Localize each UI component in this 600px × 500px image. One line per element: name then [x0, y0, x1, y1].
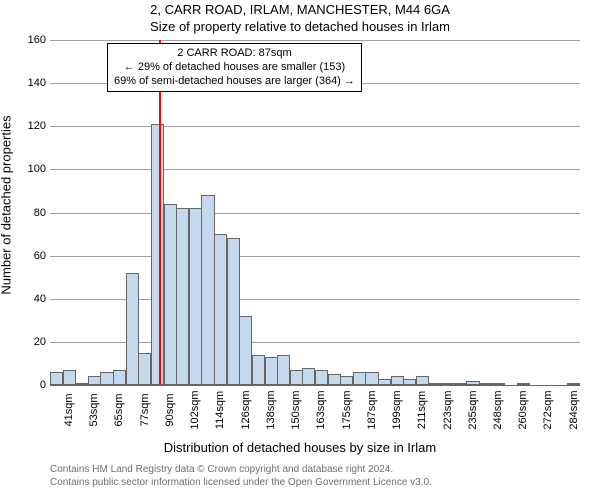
x-tick-label: 102sqm	[189, 390, 201, 429]
annotation-line-1: 2 CARR ROAD: 87sqm	[114, 47, 355, 61]
bar	[214, 234, 227, 385]
bar	[252, 355, 265, 385]
bar	[126, 273, 139, 385]
bar	[138, 353, 151, 385]
bar	[113, 370, 126, 385]
x-tick-label: 41sqm	[63, 393, 75, 426]
bar	[227, 238, 240, 385]
y-tick-label: 160	[28, 34, 46, 46]
bar	[265, 357, 278, 385]
chart-title: 2, CARR ROAD, IRLAM, MANCHESTER, M44 6GA	[0, 2, 600, 17]
y-tick-label: 40	[34, 293, 46, 305]
y-tick-label: 100	[28, 163, 46, 175]
x-tick-label: 163sqm	[315, 390, 327, 429]
x-tick-label: 272sqm	[542, 390, 554, 429]
bar	[164, 204, 177, 385]
x-axis-label: Distribution of detached houses by size …	[0, 440, 600, 455]
x-tick-label: 248sqm	[492, 390, 504, 429]
bar	[239, 316, 252, 385]
annotation-line-3: 69% of semi-detached houses are larger (…	[114, 75, 355, 89]
x-tick-label: 199sqm	[391, 390, 403, 429]
x-tick-label: 114sqm	[214, 391, 226, 429]
x-tick-label: 187sqm	[366, 390, 378, 429]
bar	[290, 370, 303, 385]
y-tick-label: 140	[28, 77, 46, 89]
bar	[365, 372, 378, 385]
x-tick-label: 77sqm	[139, 393, 151, 426]
x-tick-label: 138sqm	[265, 390, 277, 429]
x-tick-label: 284sqm	[568, 390, 580, 429]
annotation-box: 2 CARR ROAD: 87sqm ← 29% of detached hou…	[107, 43, 362, 92]
bar	[189, 208, 202, 385]
bar	[340, 376, 353, 385]
x-tick-label: 223sqm	[442, 390, 454, 429]
bar	[63, 370, 76, 385]
x-tick-label: 235sqm	[467, 390, 479, 429]
bar	[315, 370, 328, 385]
bar	[391, 376, 404, 385]
bar	[88, 376, 101, 385]
bar	[302, 368, 315, 385]
x-tick-label: 175sqm	[341, 390, 353, 429]
bar	[151, 124, 164, 385]
x-tick-label: 65sqm	[113, 393, 125, 426]
y-tick-label: 120	[28, 120, 46, 132]
chart-subtitle: Size of property relative to detached ho…	[0, 19, 600, 34]
x-tick-label: 150sqm	[290, 390, 302, 429]
bar	[50, 372, 63, 385]
x-tick-label: 53sqm	[88, 393, 100, 426]
x-tick-label: 90sqm	[164, 393, 176, 426]
bar	[416, 376, 429, 385]
x-axis-baseline	[50, 385, 580, 386]
y-tick-label: 80	[34, 207, 46, 219]
y-axis-label: Number of detached properties	[0, 115, 14, 294]
annotation-line-2: ← 29% of detached houses are smaller (15…	[114, 61, 355, 75]
y-tick-label: 0	[40, 379, 46, 391]
bar	[328, 374, 341, 385]
bar	[201, 195, 214, 385]
x-tick-label: 260sqm	[517, 390, 529, 429]
x-tick-label: 211sqm	[416, 391, 428, 429]
attribution: Contains HM Land Registry data © Crown c…	[50, 464, 432, 489]
bar	[176, 208, 189, 385]
bar	[100, 372, 113, 385]
attribution-line-1: Contains HM Land Registry data © Crown c…	[50, 464, 432, 477]
y-tick-label: 60	[34, 250, 46, 262]
x-tick-label: 126sqm	[240, 390, 252, 429]
y-tick-label: 20	[34, 336, 46, 348]
attribution-line-2: Contains public sector information licen…	[50, 477, 432, 490]
bar	[353, 372, 366, 385]
bar	[277, 355, 290, 385]
